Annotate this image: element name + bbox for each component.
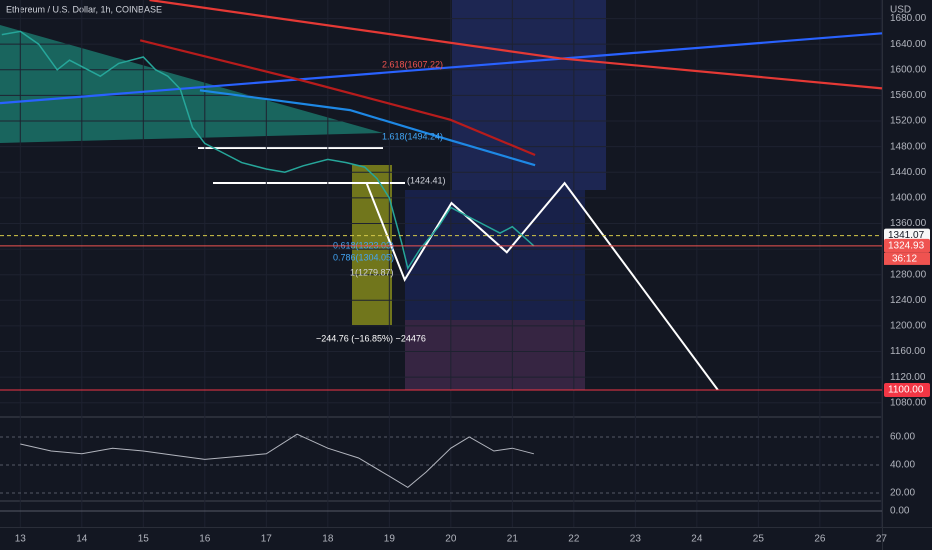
rsi-line: [20, 433, 535, 489]
y-tick-label: 20.00: [890, 488, 915, 499]
x-tick-label: 15: [138, 534, 150, 545]
x-tick-label: 18: [322, 534, 334, 545]
price-tag-label: 1100.00: [888, 385, 924, 396]
y-tick-label: 1160.00: [890, 346, 926, 357]
annotation: 1.618(1494.24): [382, 131, 443, 141]
y-tick-label: 1080.00: [890, 397, 927, 408]
annotation: (1424.41): [407, 175, 446, 185]
x-tick-label: 17: [261, 534, 273, 545]
y-tick-label: 1680.00: [890, 13, 927, 24]
price-tag: [884, 382, 930, 397]
trend-line: [365, 181, 719, 391]
x-tick-label: 14: [76, 534, 88, 545]
currency: USD: [890, 5, 911, 16]
triangle-zone: [0, 25, 383, 143]
price-tag-label: 1324.93: [888, 241, 925, 252]
y-tick-label: 1440.00: [890, 167, 927, 178]
annotation: 2.618(1607.22): [382, 59, 443, 69]
y-tick-label: 1600.00: [890, 64, 927, 75]
x-tick-label: 27: [876, 534, 888, 545]
annotation: 0.786(1304.05): [333, 252, 394, 262]
x-tick-label: 19: [384, 534, 396, 545]
y-tick-label: 0.00: [890, 506, 910, 517]
annotation: −244.76 (−16.85%) −24476: [316, 333, 426, 343]
axis-divider: [0, 527, 932, 528]
countdown: 36:12: [892, 254, 917, 265]
x-tick-label: 13: [15, 534, 27, 545]
x-tick-label: 25: [753, 534, 765, 545]
price-line: [1, 30, 535, 271]
x-tick-label: 21: [507, 534, 519, 545]
annotation: 0.618(1323.03): [333, 240, 394, 250]
y-tick-label: 1240.00: [890, 295, 927, 306]
trend-line: [199, 89, 536, 167]
trend-line: [139, 39, 536, 157]
x-tick-label: 24: [691, 534, 703, 545]
y-tick-label: 1120.00: [890, 372, 926, 383]
price-tag-label: 1341.07: [888, 230, 925, 241]
y-tick-label: 1520.00: [890, 116, 927, 127]
price-tag: [884, 238, 930, 253]
trend-line: [149, 0, 883, 90]
y-tick-label: 1360.00: [890, 218, 927, 229]
price-tag: [884, 252, 930, 265]
axis-divider: [882, 0, 883, 550]
fib-zone: [405, 320, 585, 390]
y-tick-label: 1280.00: [890, 269, 927, 280]
y-tick-label: 1400.00: [890, 192, 927, 203]
y-tick-label: 40.00: [890, 460, 915, 471]
x-tick-label: 16: [199, 534, 211, 545]
annotation: 1(1279.87): [350, 267, 394, 277]
pane-divider: [0, 500, 882, 502]
chart-title: Ethereum / U.S. Dollar, 1h, COINBASE: [6, 4, 162, 14]
x-tick-label: 22: [568, 534, 580, 545]
y-tick-label: 1200.00: [890, 321, 927, 332]
y-tick-label: 60.00: [890, 432, 915, 443]
y-tick-label: 1640.00: [890, 39, 927, 50]
y-tick-label: 1560.00: [890, 90, 927, 101]
pane-divider: [0, 416, 882, 418]
x-tick-label: 20: [445, 534, 457, 545]
x-tick-label: 26: [814, 534, 826, 545]
x-tick-label: 23: [630, 534, 642, 545]
y-tick-label: 1480.00: [890, 141, 927, 152]
trend-line: [0, 32, 883, 105]
